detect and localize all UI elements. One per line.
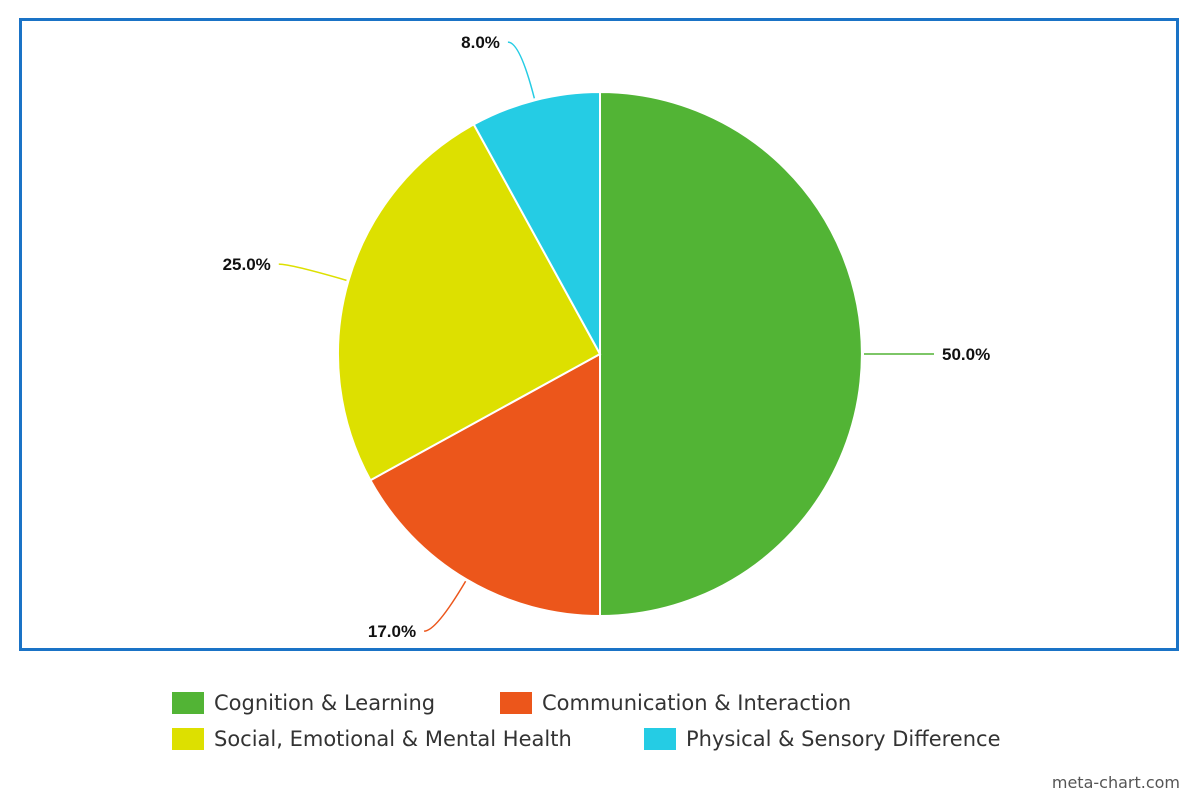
pie-chart: 50.0% 17.0% 25.0% 8.0% <box>223 33 991 641</box>
legend-swatch-social-emotional-mental-health <box>172 728 204 750</box>
slice-label-physical-sensory-difference: 8.0% <box>461 33 500 52</box>
legend-swatch-cognition-learning <box>172 692 204 714</box>
legend-label-social-emotional-mental-health: Social, Emotional & Mental Health <box>214 727 572 751</box>
pie-labels: 50.0% 17.0% 25.0% 8.0% <box>223 33 991 641</box>
chart-frame: 50.0% 17.0% 25.0% 8.0% <box>19 18 1179 651</box>
legend-item-cognition-learning[interactable]: Cognition & Learning <box>172 688 435 718</box>
pie-slice-communication-interaction[interactable] <box>369 352 601 618</box>
pie-slices <box>337 90 863 618</box>
legend-label-cognition-learning: Cognition & Learning <box>214 691 436 715</box>
watermark: meta-chart.com <box>1051 773 1180 792</box>
pie-slice-social-emotional-mental-health[interactable] <box>337 123 602 482</box>
leader-line-social-emotional-mental-health <box>278 263 347 282</box>
slice-label-cognition-learning: 50.0% <box>942 345 990 364</box>
legend-swatch-physical-sensory-difference <box>644 728 676 750</box>
legend-label-physical-sensory-difference: Physical & Sensory Difference <box>686 727 1001 751</box>
pie-slice-cognition-learning[interactable] <box>599 90 863 618</box>
slice-label-communication-interaction: 17.0% <box>368 622 416 641</box>
leader-line-communication-interaction <box>423 580 467 632</box>
legend-item-communication-interaction[interactable]: Communication & Interaction <box>500 688 851 718</box>
slice-label-social-emotional-mental-health: 25.0% <box>223 255 271 274</box>
legend-item-social-emotional-mental-health[interactable]: Social, Emotional & Mental Health <box>172 724 572 754</box>
legend-label-communication-interaction: Communication & Interaction <box>542 691 852 715</box>
pie-slice-physical-sensory-difference[interactable] <box>472 90 601 355</box>
legend-swatch-communication-interaction <box>500 692 532 714</box>
leader-line-physical-sensory-difference <box>507 41 536 99</box>
legend-item-physical-sensory-difference[interactable]: Physical & Sensory Difference <box>644 724 1001 754</box>
